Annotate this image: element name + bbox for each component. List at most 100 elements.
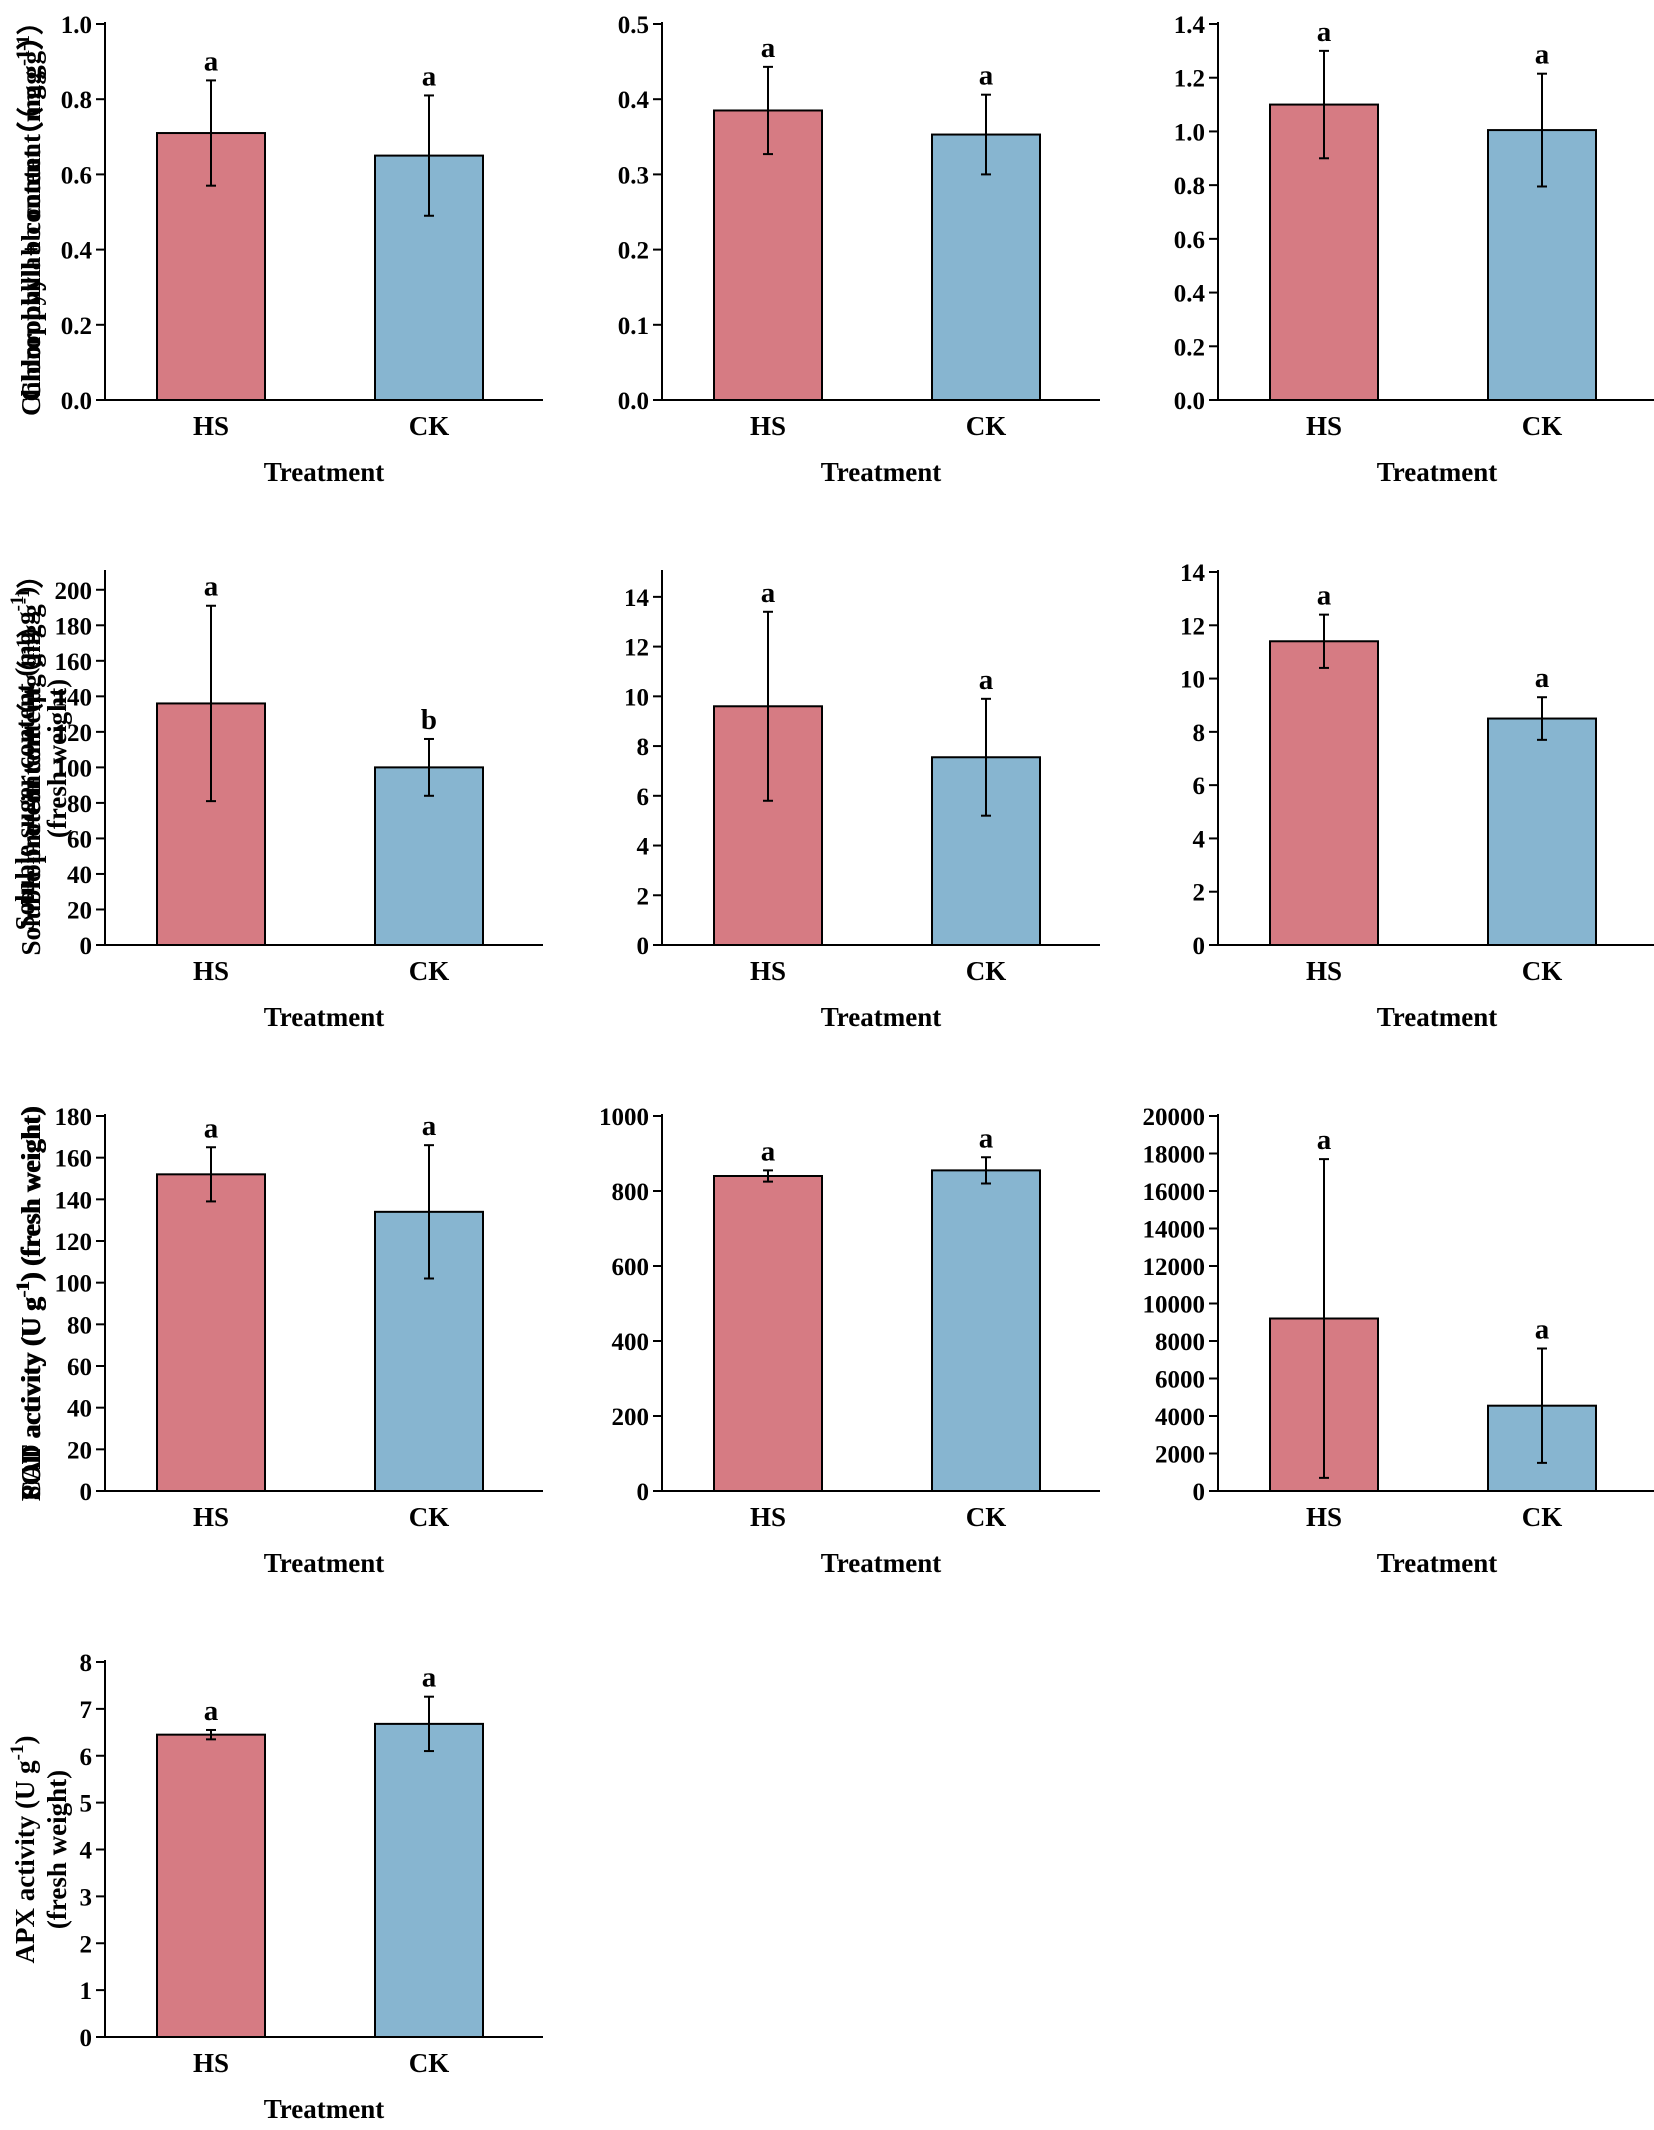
y-tick-label: 1000 — [599, 1104, 649, 1131]
y-tick-label: 0.4 — [1174, 281, 1206, 308]
y-tick-label: 6 — [637, 784, 650, 811]
y-axis-title-superscript: -1 — [13, 638, 34, 654]
x-category-label: HS — [750, 1502, 786, 1532]
y-tick-label: 140 — [55, 684, 93, 711]
y-axis-title-text: Soluble protein content（mg g — [16, 604, 46, 956]
y-tick-label: 14000 — [1143, 1217, 1206, 1244]
significance-letter: a — [1317, 1124, 1332, 1156]
y-axis-title: Chlorophyll a+b content（mg g-1） — [13, 8, 46, 416]
y-tick-label: 6 — [80, 1744, 93, 1771]
y-tick-label: 0 — [80, 933, 93, 960]
y-axis-title-suffix: ) (fresh weight) — [16, 1107, 46, 1282]
y-axis-title-superscript: -1 — [7, 596, 28, 612]
y-axis-title-superscript: -1 — [13, 35, 34, 51]
y-tick-label: 100 — [55, 755, 93, 782]
x-axis-title: Treatment — [264, 1548, 384, 1578]
y-tick-label: 20 — [67, 1437, 92, 1464]
x-category-label: CK — [409, 411, 450, 441]
significance-letter: a — [979, 1122, 994, 1154]
bar-ck — [1487, 717, 1597, 946]
significance-letter: a — [979, 664, 994, 696]
y-tick-label: 0.4 — [61, 238, 93, 265]
y-tick-label: 1.2 — [1174, 66, 1205, 93]
y-tick-label: 400 — [612, 1329, 650, 1356]
x-axis-title: Treatment — [821, 457, 941, 487]
y-tick-label: 12000 — [1143, 1254, 1206, 1281]
y-tick-label: 60 — [67, 826, 92, 853]
y-tick-label: 200 — [612, 1404, 650, 1431]
y-tick-label: 160 — [55, 1146, 93, 1173]
chart-panel-3: 0.0 0.2 0.4 0.6 0.8 1.0 1.2 1.4 a HS a CK Treatment C… — [13, 8, 1654, 487]
significance-letter: a — [761, 1135, 776, 1167]
bar-hs — [156, 1173, 266, 1493]
bar-hs — [1269, 640, 1379, 946]
bar-hs — [713, 1175, 823, 1492]
y-tick-label: 4 — [1193, 826, 1206, 853]
y-tick-label: 10000 — [1143, 1292, 1206, 1319]
x-axis-title: Treatment — [264, 457, 384, 487]
x-category-label: CK — [966, 1502, 1007, 1532]
y-axis-title: (fresh weight) — [42, 679, 72, 838]
y-tick-label: 40 — [67, 862, 92, 889]
y-tick-label: 7 — [80, 1697, 93, 1724]
significance-letter: a — [204, 45, 219, 77]
x-category-label: HS — [193, 411, 229, 441]
x-category-label: HS — [750, 411, 786, 441]
y-tick-label: 0 — [637, 933, 650, 960]
significance-letter: a — [1317, 16, 1332, 48]
y-tick-label: 4000 — [1155, 1404, 1205, 1431]
x-category-label: HS — [1306, 411, 1342, 441]
y-tick-label: 10 — [624, 684, 649, 711]
y-tick-label: 180 — [55, 613, 93, 640]
y-tick-label: 0.2 — [618, 238, 649, 265]
significance-letter: b — [421, 704, 437, 736]
y-tick-label: 14 — [1180, 560, 1206, 587]
significance-letter: a — [1535, 39, 1550, 71]
chart-panel-6: 0 2 4 6 8 10 12 14 a HS a CK Treatment Soluble protei… — [13, 560, 1654, 1032]
y-tick-label: 2 — [80, 1931, 93, 1958]
y-axis-title-superscript: -1 — [13, 1281, 34, 1297]
bar-ck — [374, 766, 484, 947]
chart-panel-9: 0200040006000800010000120001400016000180… — [13, 1104, 1654, 1578]
y-axis-title-text: Proline content（μg g — [16, 654, 46, 906]
significance-letter: a — [422, 1110, 437, 1142]
y-tick-label: 6000 — [1155, 1367, 1205, 1394]
x-axis-title: Treatment — [821, 1002, 941, 1032]
y-axis-title-superscript: -1 — [13, 1282, 34, 1298]
x-category-label: HS — [193, 1502, 229, 1532]
x-category-label: CK — [966, 956, 1007, 986]
y-tick-label: 0.6 — [61, 162, 92, 189]
y-tick-label: 140 — [55, 1187, 93, 1214]
y-tick-label: 0.8 — [1174, 173, 1205, 200]
y-axis-title: APX activity (U g-1) — [7, 1735, 40, 1963]
chart-panel-10: 0 1 2 3 4 5 6 7 8 a HS a CK Treatment APX activity (U … — [7, 1650, 543, 2124]
y-axis-title-suffix: ) (fresh weight) — [16, 1106, 46, 1281]
y-tick-label: 0.6 — [1174, 227, 1205, 254]
y-axis-title-text: Soluble suger content (mg g — [10, 611, 40, 931]
y-axis-title: Soluble protein content（mg g-1） — [13, 561, 46, 955]
significance-letter: a — [979, 60, 994, 92]
y-axis-title: CAT activity (U g-1) (fresh weight) — [13, 1107, 46, 1500]
y-tick-label: 0 — [80, 2025, 93, 2052]
y-tick-label: 18000 — [1143, 1142, 1206, 1169]
x-axis-title: Treatment — [821, 1548, 941, 1578]
y-tick-label: 800 — [612, 1179, 650, 1206]
y-tick-label: 60 — [67, 1354, 92, 1381]
x-axis-title: Treatment — [264, 2094, 384, 2124]
y-axis-title: Soluble suger content (mg g-1) — [7, 587, 40, 931]
y-axis-title-suffix: ） — [16, 8, 46, 35]
significance-letter: a — [204, 1112, 219, 1144]
y-axis-title-text: (fresh weight) — [42, 1770, 72, 1929]
y-axis-title: Proline content（μg g-1） — [13, 611, 46, 906]
bar-hs — [156, 1733, 266, 2038]
significance-letter: a — [1535, 1314, 1550, 1346]
y-tick-label: 0.3 — [618, 162, 649, 189]
y-tick-label: 120 — [55, 1229, 93, 1256]
chart-panel-2: 0.0 0.1 0.2 0.3 0.4 0.5 a HS a CK Treatment Chlorop… — [13, 12, 1100, 487]
y-tick-label: 0.2 — [1174, 334, 1205, 361]
y-tick-label: 160 — [55, 649, 93, 676]
y-tick-label: 10 — [1180, 667, 1205, 694]
y-tick-label: 180 — [55, 1104, 93, 1131]
y-tick-label: 2 — [1193, 880, 1206, 907]
